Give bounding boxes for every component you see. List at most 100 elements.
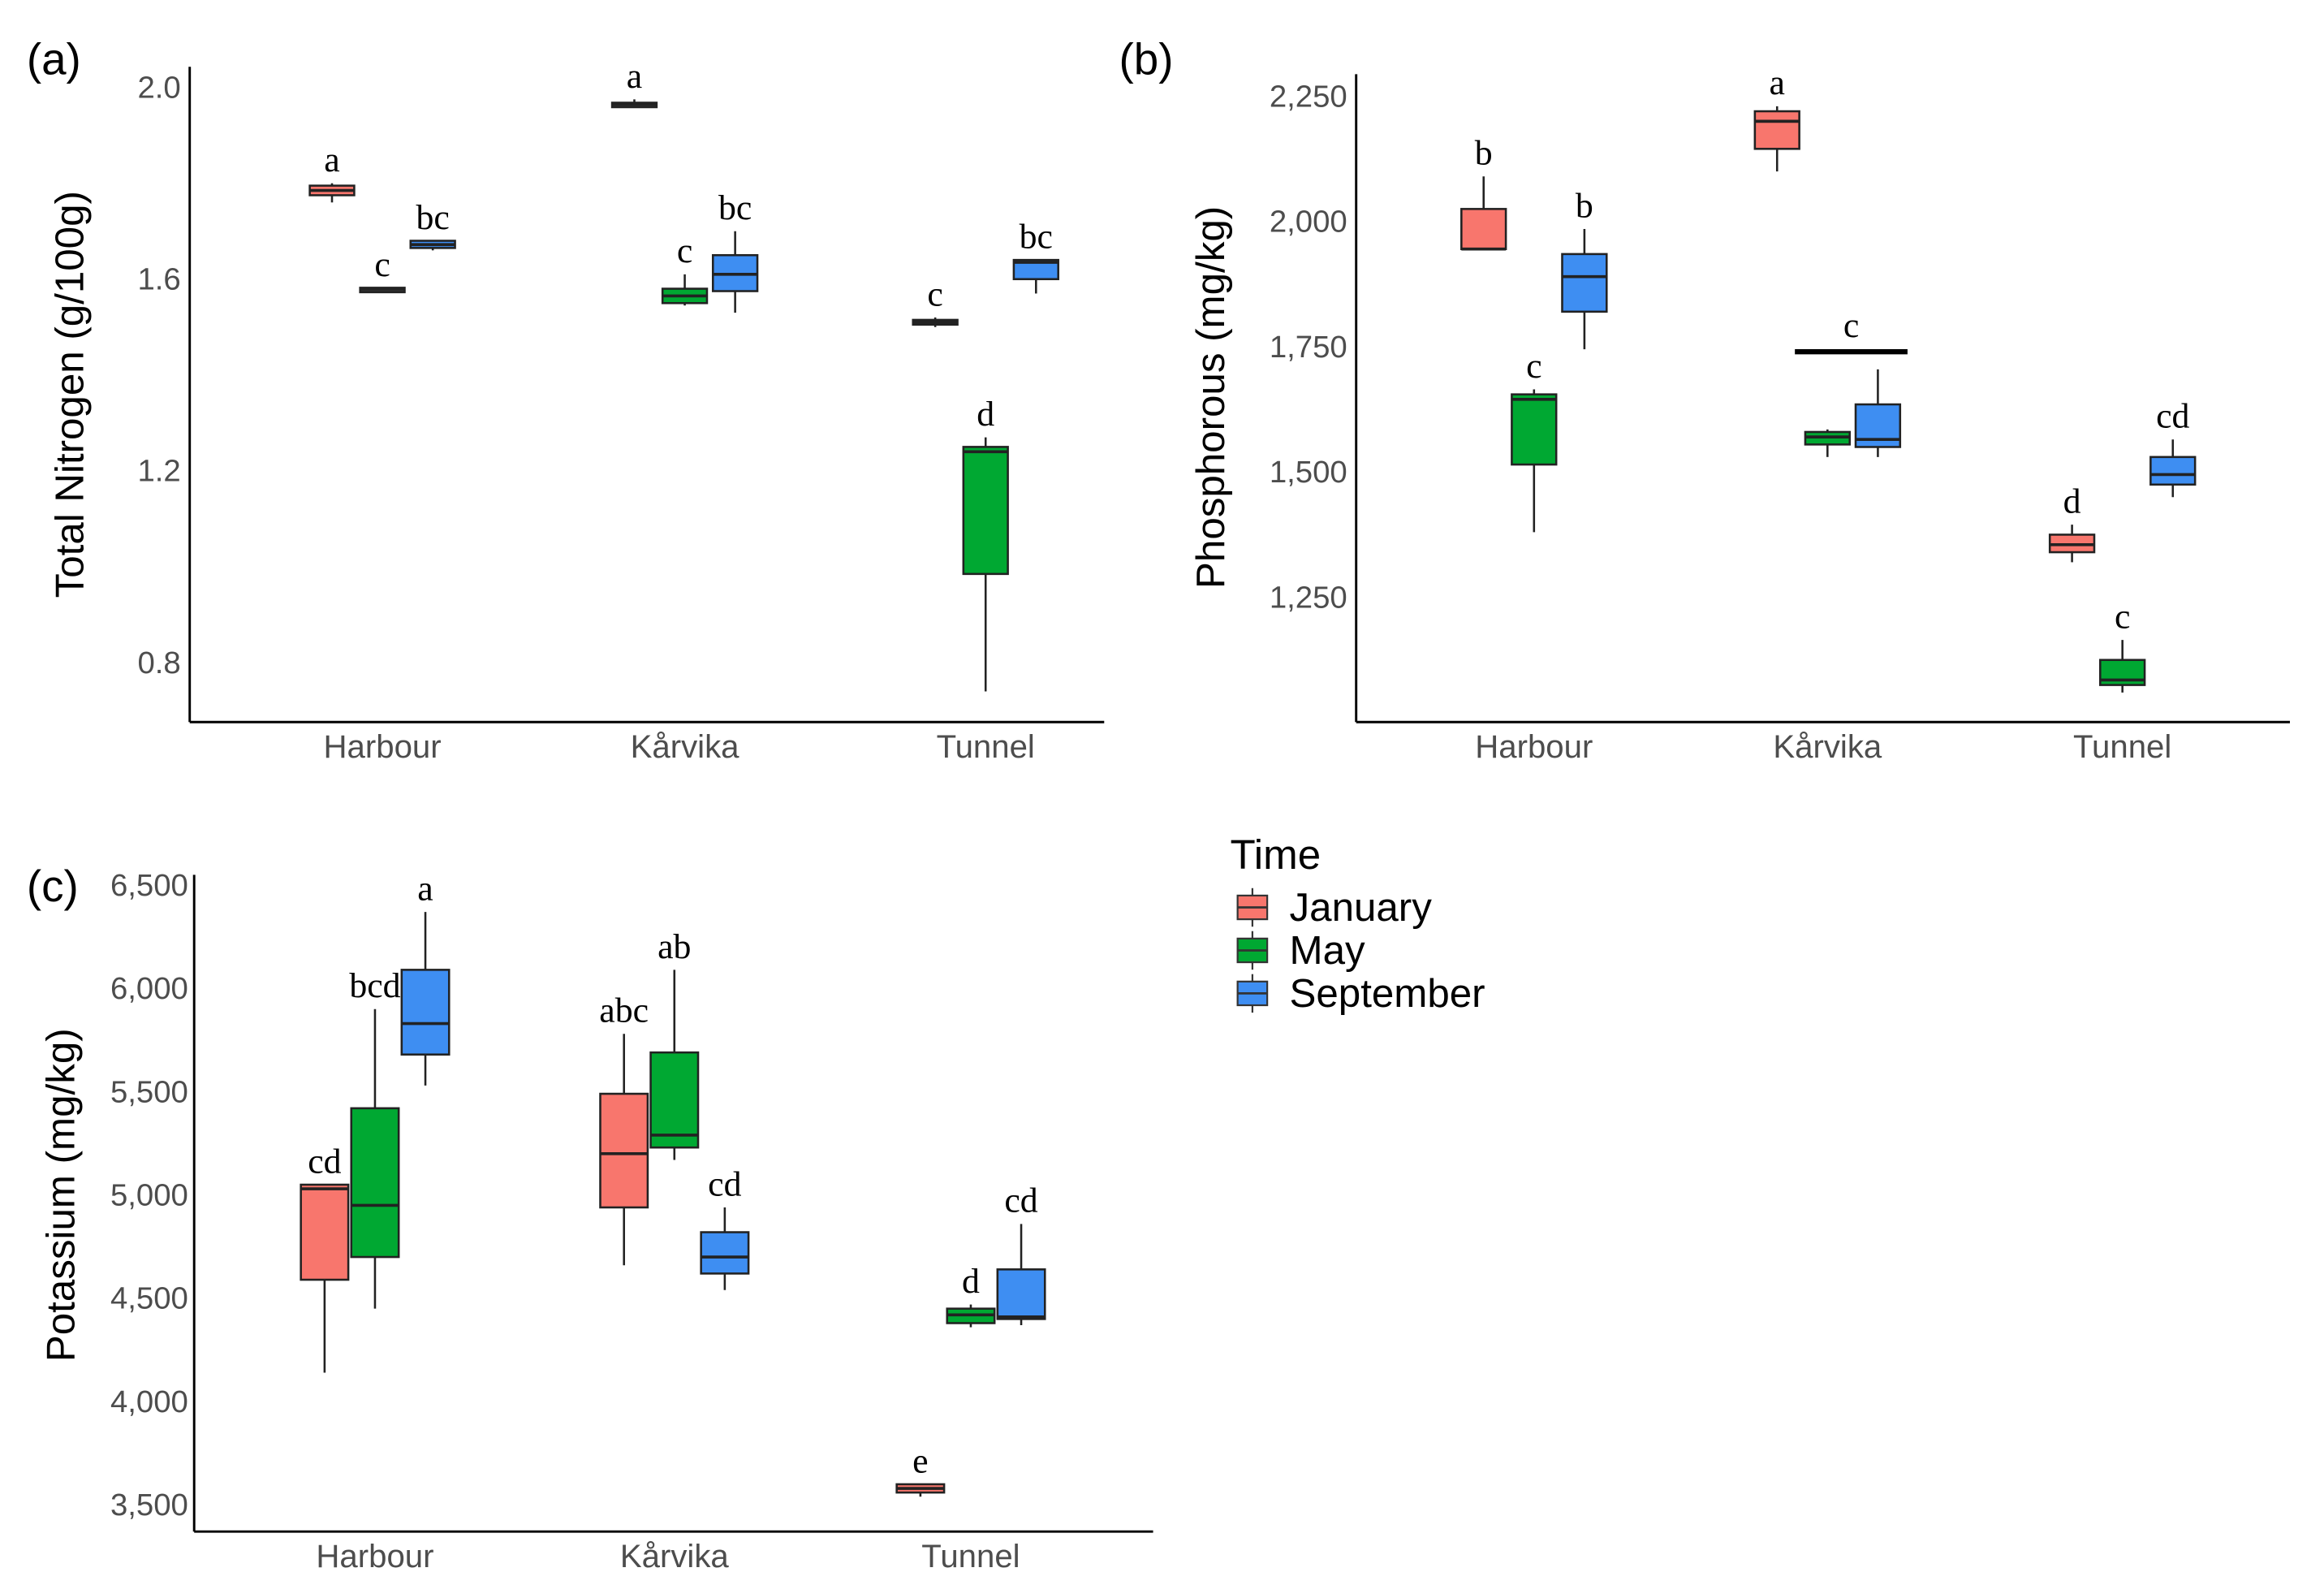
y-tick-label: 1.2: [137, 454, 180, 489]
box-kårvika-may: [1804, 429, 1851, 457]
x-tick-label: Tunnel: [937, 728, 1035, 765]
y-tick-label: 2,000: [1270, 205, 1347, 240]
y-tick-label: 3,500: [110, 1488, 188, 1522]
y-axis-title: Total Nitrogen (g/100g): [47, 191, 92, 598]
significance-letter: b: [1576, 186, 1593, 225]
box-tunnel-january: c: [912, 274, 959, 327]
panel-a-nitrogen: (a) Total Nitrogen (g/100g) 2.0 1.6 1.2 0.8…: [27, 33, 1105, 765]
x-tick-label: Harbour: [1475, 728, 1593, 765]
box-iqr: [2149, 456, 2197, 486]
significance-letter: a: [324, 140, 339, 179]
significance-letter: d: [962, 1262, 980, 1301]
significance-letter: c: [1843, 306, 1859, 345]
x-tick-label: Kårvika: [620, 1538, 730, 1574]
box-iqr: [1012, 258, 1059, 281]
significance-letter: bc: [416, 198, 449, 237]
box-iqr: [1753, 110, 1800, 150]
box-iqr: [996, 1268, 1046, 1320]
significance-letter: a: [627, 57, 642, 96]
box-tunnel-may: c: [2099, 597, 2146, 693]
y-tick-label: 1,750: [1270, 330, 1347, 365]
legend-label: May: [1290, 928, 1365, 973]
significance-letter: a: [417, 870, 433, 909]
y-tick-label: 1,250: [1270, 580, 1347, 615]
box-iqr: [1561, 253, 1608, 313]
significance-letter: bc: [1020, 218, 1053, 257]
significance-letter: c: [2115, 597, 2130, 636]
legend-item-september: September: [1236, 971, 1485, 1016]
box-iqr: [1460, 208, 1507, 251]
x-tick-label: Tunnel: [2073, 728, 2171, 765]
box-kårvika-september: cd: [700, 1164, 750, 1290]
box-tunnel-september: cd: [996, 1181, 1046, 1326]
box-harbour-january: cd: [300, 1142, 350, 1373]
box-iqr: [700, 1231, 750, 1275]
significance-letter: cd: [708, 1164, 741, 1203]
box-tunnel-september: cd: [2149, 397, 2197, 498]
box-tunnel-january: e: [895, 1441, 946, 1497]
y-tick-label: 6,500: [110, 868, 188, 903]
significance-letter: e: [912, 1441, 928, 1480]
box-harbour-september: bc: [409, 198, 456, 251]
box-iqr: [599, 1092, 649, 1209]
legend-label: September: [1290, 971, 1485, 1016]
box-harbour-may: c: [1511, 347, 1558, 533]
box-kårvika-january: a: [1753, 63, 1800, 172]
box-tunnel-september: bc: [1012, 218, 1059, 294]
significance-letter: c: [677, 231, 692, 270]
significance-letter: cd: [1004, 1181, 1037, 1220]
y-axis-title: Phosphorous (mg/kg): [1188, 206, 1233, 589]
box-kårvika-may: ab: [649, 927, 700, 1160]
box-tunnel-january: d: [2048, 482, 2096, 563]
box-iqr: [962, 446, 1009, 576]
significance-letter: abc: [599, 991, 649, 1030]
significance-letter: d: [2063, 482, 2081, 521]
y-tick-label: 5,500: [110, 1074, 188, 1109]
panel-b-phosphorous: (b) Phosphorous (mg/kg) 2,250 2,000 1,750 1…: [1119, 33, 2291, 765]
significance-letter: d: [977, 395, 994, 434]
y-tick-label: 1,500: [1270, 455, 1347, 490]
box-harbour-january: a: [308, 140, 356, 203]
y-tick-label: 2,250: [1270, 79, 1347, 114]
significance-letter: c: [927, 274, 942, 313]
box-kårvika-january: a: [610, 57, 658, 109]
y-tick-label: 2.0: [137, 70, 180, 105]
x-tick-label: Kårvika: [631, 728, 740, 765]
box-kårvika-may: c: [661, 231, 709, 306]
box-iqr: [350, 1107, 400, 1259]
legend-item-may: May: [1236, 928, 1365, 973]
significance-letter: cd: [308, 1142, 341, 1181]
x-tick-label: Harbour: [324, 728, 442, 765]
y-tick-label: 4,000: [110, 1384, 188, 1419]
box-kårvika-september: [1854, 369, 1902, 457]
box-iqr: [400, 969, 451, 1056]
box-harbour-may: c: [359, 245, 406, 294]
y-axis-title: Potassium (mg/kg): [38, 1028, 83, 1362]
y-tick-label: 5,000: [110, 1178, 188, 1213]
legend-title: Time: [1230, 831, 1321, 878]
box-iqr: [1511, 393, 1558, 466]
box-harbour-september: a: [400, 870, 451, 1086]
box-kårvika-september: bc: [711, 188, 759, 313]
y-tick-label: 6,000: [110, 971, 188, 1006]
box-harbour-may: bcd: [349, 966, 401, 1309]
box-harbour-january: b: [1460, 134, 1507, 251]
box-tunnel-may: d: [946, 1262, 996, 1328]
panel-label: (b): [1119, 33, 1174, 84]
box-harbour-september: b: [1561, 186, 1608, 350]
significance-letter: cd: [2156, 397, 2189, 436]
x-tick-label: Harbour: [316, 1538, 433, 1574]
significance-letter: a: [1770, 63, 1785, 102]
y-tick-label: 4,500: [110, 1281, 188, 1316]
y-tick-label: 1.6: [137, 262, 180, 297]
x-tick-label: Kårvika: [1773, 728, 1882, 765]
significance-letter: bc: [718, 188, 752, 227]
significance-letter: c: [374, 245, 390, 284]
legend-label: January: [1290, 885, 1433, 930]
box-iqr: [300, 1183, 350, 1281]
significance-letter: ab: [658, 927, 691, 966]
box-kårvika-january: abc: [599, 991, 649, 1266]
significance-letter: b: [1475, 134, 1493, 173]
